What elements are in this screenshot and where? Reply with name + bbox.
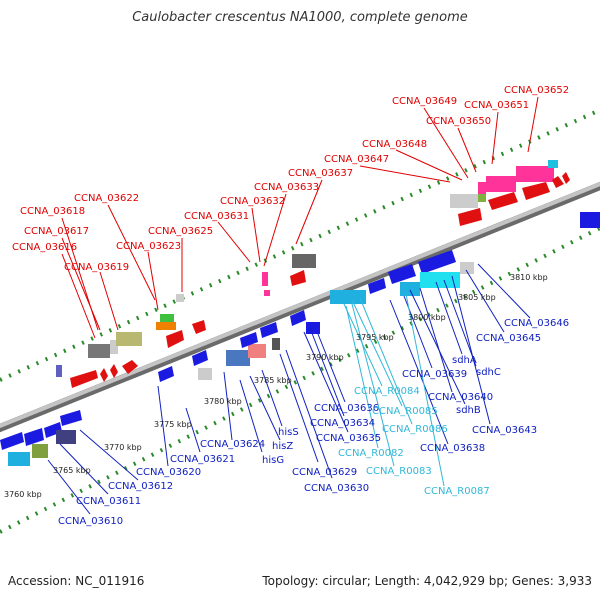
gene-label[interactable]: CCNA_03618 <box>20 206 85 217</box>
kbp-3810: 3810 kbp <box>510 273 548 282</box>
gene-label[interactable]: CCNA_03621 <box>170 454 235 465</box>
gene-label[interactable]: CCNA_03629 <box>292 467 357 478</box>
gene-label[interactable]: CCNA_03651 <box>464 100 529 111</box>
kbp-3765: 3765 kbp <box>53 466 91 475</box>
gene-label[interactable]: CCNA_03649 <box>392 96 457 107</box>
gene-label[interactable]: CCNA_03619 <box>64 262 129 273</box>
rna-label[interactable]: CCNA_R0085 <box>372 406 438 417</box>
gene-label[interactable]: hisZ <box>272 441 293 452</box>
gene-label[interactable]: CCNA_03635 <box>316 433 381 444</box>
gene-label[interactable]: CCNA_03647 <box>324 154 389 165</box>
top-gene-labels: CCNA_03618 CCNA_03617 CCNA_03616 CCNA_03… <box>12 85 569 273</box>
rna-label[interactable]: CCNA_R0087 <box>424 486 490 497</box>
gene-label[interactable]: CCNA_03611 <box>76 496 141 507</box>
kbp-3760: 3760 kbp <box>4 490 42 499</box>
topology-text: Topology: circular; Length: 4,042,929 bp… <box>262 574 592 588</box>
gene-label[interactable]: sdhB <box>456 405 481 416</box>
gene-label[interactable]: CCNA_03637 <box>288 168 353 179</box>
gene-label[interactable]: sdhC <box>476 367 501 378</box>
gene-label[interactable]: CCNA_03631 <box>184 211 249 222</box>
kbp-tick-labels: 3760 kbp 3765 kbp 3770 kbp 3775 kbp 3780… <box>4 273 548 499</box>
kbp-3795: 3795 kbp <box>356 333 394 342</box>
gene-label[interactable]: CCNA_03612 <box>108 481 173 492</box>
gene-label[interactable]: CCNA_03617 <box>24 226 89 237</box>
kbp-3790: 3790 kbp <box>306 353 344 362</box>
rna-label[interactable]: CCNA_R0082 <box>338 448 404 459</box>
accession-text: Accession: NC_011916 <box>8 574 145 588</box>
gene-label[interactable]: CCNA_03633 <box>254 182 319 193</box>
gene-label[interactable]: CCNA_03616 <box>12 242 77 253</box>
gene-label[interactable]: CCNA_03652 <box>504 85 569 96</box>
gene-label[interactable]: CCNA_03610 <box>58 516 123 527</box>
gene-label[interactable]: CCNA_03625 <box>148 226 213 237</box>
kbp-3780: 3780 kbp <box>204 397 242 406</box>
gene-label[interactable]: CCNA_03630 <box>304 483 369 494</box>
kbp-3805: 3805 kbp <box>458 293 496 302</box>
rna-gene-labels: CCNA_R0084 CCNA_R0085 CCNA_R0086 CCNA_R0… <box>338 386 490 497</box>
bottom-gene-labels: CCNA_03610 CCNA_03611 CCNA_03612 CCNA_03… <box>58 318 569 527</box>
rna-label[interactable]: CCNA_R0086 <box>382 424 448 435</box>
gene-label[interactable]: sdhA <box>452 355 477 366</box>
rna-leader-lines <box>343 293 445 487</box>
gene-label[interactable]: CCNA_03646 <box>504 318 569 329</box>
bottom-strand-features <box>0 212 600 466</box>
gene-label[interactable]: hisS <box>278 427 299 438</box>
map-title: Caulobacter crescentus NA1000, complete … <box>132 10 468 25</box>
genome-backbone <box>0 181 600 429</box>
kbp-3785: 3785 kbp <box>254 376 292 385</box>
gene-label[interactable]: CCNA_03650 <box>426 116 491 127</box>
gene-label[interactable]: CCNA_03645 <box>476 333 541 344</box>
gene-label[interactable]: CCNA_03648 <box>362 139 427 150</box>
gene-label[interactable]: CCNA_03640 <box>428 392 493 403</box>
lower-tick-rail <box>0 226 600 534</box>
bottom-leader-lines <box>47 263 531 515</box>
gene-label[interactable]: CCNA_03624 <box>200 439 265 450</box>
kbp-3800: 3800 kbp <box>408 313 446 322</box>
gene-label[interactable]: CCNA_03620 <box>136 467 201 478</box>
gene-label[interactable]: CCNA_03632 <box>220 196 285 207</box>
kbp-3770: 3770 kbp <box>104 443 142 452</box>
top-leader-lines <box>61 96 539 339</box>
gene-label[interactable]: CCNA_03623 <box>116 241 181 252</box>
top-strand-features <box>56 160 570 388</box>
gene-label[interactable]: CCNA_03643 <box>472 425 537 436</box>
gene-label[interactable]: CCNA_03636 <box>314 403 379 414</box>
gene-label[interactable]: CCNA_03639 <box>402 369 467 380</box>
rna-label[interactable]: CCNA_R0083 <box>366 466 432 477</box>
rna-label[interactable]: CCNA_R0084 <box>354 386 420 397</box>
gene-label[interactable]: hisG <box>262 455 284 466</box>
gene-label[interactable]: CCNA_03634 <box>310 418 375 429</box>
gene-label[interactable]: CCNA_03622 <box>74 193 139 204</box>
gene-label[interactable]: CCNA_03638 <box>420 443 485 454</box>
kbp-3775: 3775 kbp <box>154 420 192 429</box>
